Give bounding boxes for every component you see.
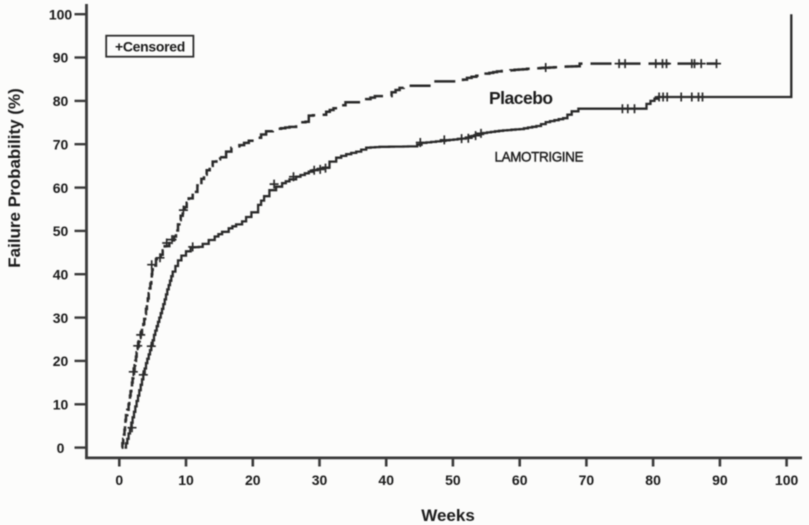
svg-text:90: 90: [53, 50, 69, 66]
svg-text:Failure Probability (%): Failure Probability (%): [5, 88, 24, 267]
svg-text:Placebo: Placebo: [489, 88, 553, 108]
svg-text:LAMOTRIGINE: LAMOTRIGINE: [495, 150, 584, 165]
svg-text:0: 0: [115, 472, 123, 488]
svg-text:60: 60: [512, 472, 528, 488]
svg-text:20: 20: [245, 472, 261, 488]
svg-text:100: 100: [775, 472, 799, 488]
svg-text:0: 0: [57, 440, 65, 456]
svg-text:40: 40: [378, 472, 394, 488]
svg-text:Weeks: Weeks: [421, 506, 475, 525]
svg-text:80: 80: [53, 93, 69, 109]
svg-text:30: 30: [312, 472, 328, 488]
svg-text:100: 100: [49, 6, 73, 22]
svg-text:80: 80: [645, 472, 661, 488]
svg-text:30: 30: [53, 310, 69, 326]
svg-text:70: 70: [579, 472, 595, 488]
svg-text:60: 60: [53, 180, 69, 196]
svg-text:+Censored: +Censored: [115, 38, 185, 54]
svg-text:10: 10: [178, 472, 194, 488]
svg-text:20: 20: [53, 353, 69, 369]
svg-text:40: 40: [53, 266, 69, 282]
svg-text:50: 50: [53, 223, 69, 239]
svg-text:10: 10: [53, 397, 69, 413]
svg-text:70: 70: [53, 136, 69, 152]
svg-text:50: 50: [445, 472, 461, 488]
svg-text:90: 90: [712, 472, 728, 488]
